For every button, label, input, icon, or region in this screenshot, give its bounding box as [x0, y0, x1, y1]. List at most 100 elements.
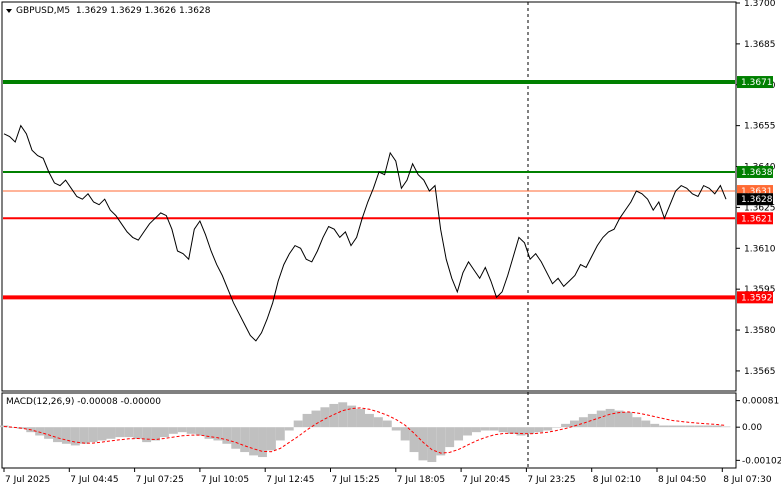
- macd-histogram-bar: [694, 425, 704, 428]
- macd-histogram-bar: [427, 427, 437, 463]
- macd-histogram-bar: [311, 410, 321, 428]
- macd-histogram-bar: [195, 427, 205, 436]
- macd-histogram-bar: [534, 427, 544, 433]
- time-tick-label: 7 Jul 07:25: [136, 475, 184, 485]
- price-tick-label: 1.3595: [744, 285, 776, 295]
- price-tag-label: 1.3592: [741, 293, 773, 303]
- macd-tick-label: -0.00102: [742, 456, 781, 466]
- macd-histogram-bar: [35, 427, 45, 436]
- macd-histogram-bar: [445, 427, 455, 448]
- macd-histogram-bar: [400, 427, 410, 441]
- macd-histogram-bar: [293, 420, 303, 428]
- symbol-header[interactable]: GBPUSD,M5 1.3629 1.3629 1.3626 1.3628: [6, 6, 210, 16]
- macd-histogram-bar: [338, 402, 348, 428]
- macd-histogram-bar: [258, 427, 267, 458]
- price-panel-frame: [1, 1, 737, 392]
- macd-histogram-bar: [151, 427, 160, 441]
- macd-histogram-bar: [177, 427, 187, 433]
- time-tick-label: 7 Jul 20:45: [462, 475, 510, 485]
- price-tick-label: 1.3610: [744, 244, 776, 254]
- macd-tick-label: 0.00081: [742, 397, 779, 407]
- macd-histogram-bar: [382, 420, 392, 428]
- macd-histogram-bar: [436, 427, 446, 456]
- macd-histogram-bar: [115, 427, 125, 438]
- macd-histogram-bar: [356, 408, 365, 428]
- time-tick-label: 8 Jul 04:50: [658, 475, 707, 485]
- macd-histogram-bar: [44, 427, 54, 439]
- macd-histogram-bar: [204, 427, 214, 439]
- macd-histogram-bar: [471, 427, 481, 433]
- macd-histogram-bar: [543, 427, 553, 431]
- macd-signal-line: [3, 407, 727, 454]
- macd-histogram-bar: [659, 425, 669, 428]
- macd-histogram-bar: [79, 427, 89, 444]
- time-tick-label: 7 Jul 2025: [5, 475, 50, 485]
- macd-histogram-bar: [712, 425, 722, 428]
- price-tag-label: 1.3631: [741, 187, 773, 197]
- macd-histogram-bar: [61, 427, 71, 444]
- macd-histogram-bar: [133, 427, 143, 439]
- macd-histogram-bar: [703, 425, 713, 428]
- time-tick-label: 7 Jul 04:45: [70, 475, 118, 485]
- macd-histogram-bar: [266, 427, 276, 451]
- macd-histogram-bar: [668, 425, 677, 428]
- price-tag-current: [737, 193, 773, 206]
- macd-histogram-bar: [525, 427, 535, 434]
- time-tick-label: 8 Jul 02:10: [593, 475, 642, 485]
- dropdown-triangle-icon[interactable]: [6, 8, 12, 13]
- macd-histogram-bar: [632, 417, 642, 428]
- time-tick-label: 8 Jul 07:30: [723, 475, 772, 485]
- macd-histogram-bar: [365, 413, 374, 428]
- price-tick-label: 1.3625: [744, 203, 776, 213]
- macd-histogram-bar: [53, 427, 62, 443]
- time-tick-label: 7 Jul 18:05: [397, 475, 445, 485]
- macd-tick-label: 0.00: [742, 423, 762, 433]
- macd-histogram-bar: [168, 427, 178, 434]
- macd-histogram-bar: [88, 427, 98, 443]
- macd-histogram-bar: [623, 412, 633, 428]
- price-tick-label: 1.3580: [744, 326, 776, 336]
- macd-histogram-bar: [186, 427, 196, 434]
- macd-histogram-bar: [463, 427, 472, 436]
- macd-histogram-bar: [124, 427, 134, 438]
- price-tick-label: 1.3700: [744, 0, 776, 9]
- macd-histogram-bar: [605, 408, 615, 428]
- macd-histogram-bar: [552, 427, 562, 428]
- price-tag-label: 1.3621: [741, 214, 773, 224]
- macd-histogram-bar: [8, 427, 18, 428]
- macd-histogram-bar: [70, 427, 80, 446]
- macd-header: MACD(12,26,9) -0.00008 -0.00000: [6, 397, 162, 407]
- macd-histogram-bar: [213, 427, 223, 441]
- price-tag-label: 1.3671: [741, 78, 773, 88]
- symbol-name: GBPUSD,M5: [16, 6, 71, 16]
- time-tick-label: 7 Jul 15:25: [332, 475, 380, 485]
- macd-histogram-bar: [159, 427, 169, 438]
- macd-histogram-bar: [578, 417, 588, 428]
- macd-histogram-bar: [320, 407, 330, 428]
- macd-histogram-bar: [489, 427, 499, 431]
- macd-histogram-bar: [275, 427, 285, 441]
- time-tick-label: 7 Jul 12:45: [266, 475, 314, 485]
- macd-histogram-bar: [587, 413, 597, 428]
- symbol-ohlc: 1.3629 1.3629 1.3626 1.3628: [75, 6, 211, 16]
- macd-histogram-bar: [302, 413, 312, 428]
- macd-histogram-bar: [498, 427, 508, 433]
- macd-histogram-bar: [249, 427, 259, 456]
- macd-histogram-bar: [516, 427, 526, 436]
- macd-histogram-bar: [641, 420, 651, 428]
- macd-histogram-bar: [480, 427, 490, 431]
- macd-histogram-bar: [231, 427, 241, 449]
- price-tag-resistance: [737, 165, 773, 178]
- price-tick-label: 1.3565: [744, 367, 776, 377]
- macd-histogram-bar: [106, 427, 116, 439]
- time-tick-label: 7 Jul 23:25: [527, 475, 575, 485]
- price-tag-support: [737, 212, 773, 225]
- price-tick-label: 1.3655: [744, 122, 776, 132]
- macd-histogram-bar: [391, 427, 401, 431]
- macd-histogram-bar: [561, 423, 571, 428]
- price-tick-label: 1.3685: [744, 40, 776, 50]
- macd-histogram-bar: [676, 425, 686, 428]
- macd-histogram-bar: [418, 427, 428, 461]
- price-tag-label: 1.3628: [741, 195, 773, 205]
